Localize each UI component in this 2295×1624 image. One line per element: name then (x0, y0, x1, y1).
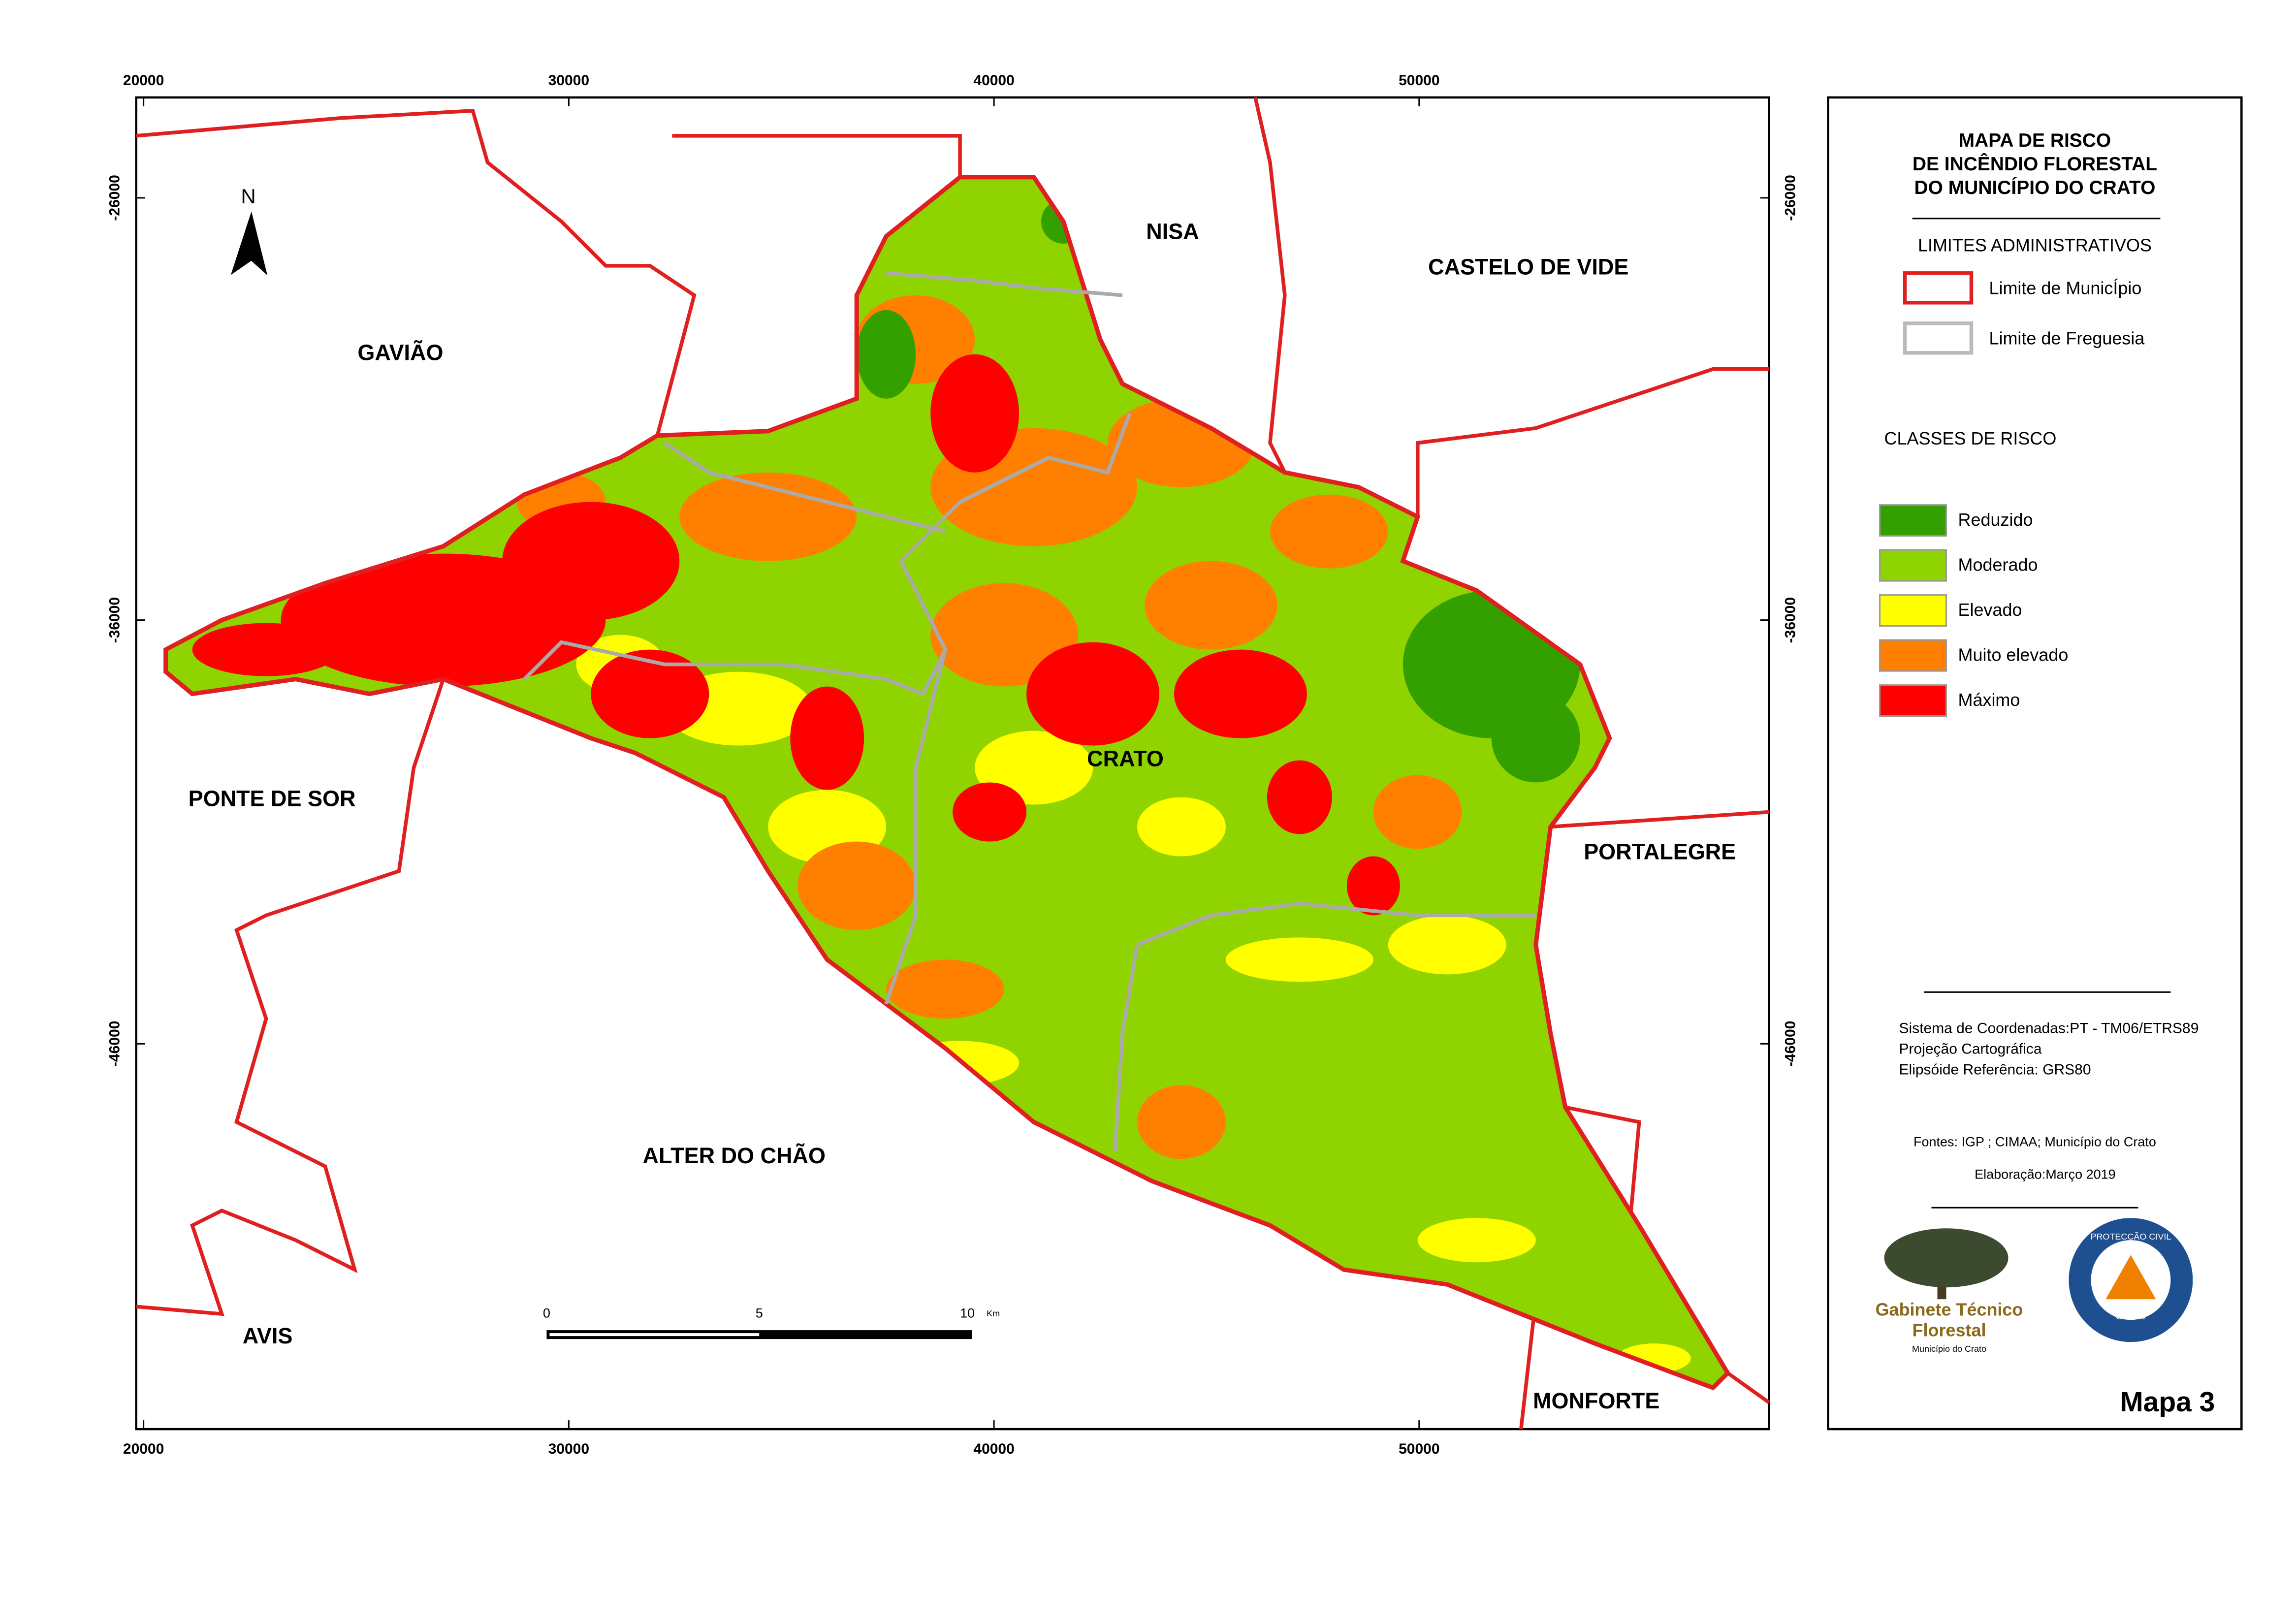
y-coord-label: -46000 (107, 1021, 123, 1067)
municipality-boundary (163, 175, 1731, 1391)
risk-patch (857, 310, 916, 399)
place-name: MONFORTE (1533, 1388, 1659, 1413)
risk-patch (1491, 694, 1580, 783)
y-coord-label: -26000 (1783, 175, 1799, 221)
logo-text: CRATO (2116, 1311, 2146, 1321)
legend-label: Limite de MunicÍpio (1989, 278, 2141, 298)
place-name: GAVIÃO (357, 340, 443, 365)
legend-label: Máximo (1958, 690, 2020, 710)
risk-patch (1174, 649, 1307, 738)
x-coord-label: 40000 (973, 1441, 1014, 1457)
map-title: DE INCÊNDIO FLORESTAL (1912, 153, 2157, 175)
risk-patch (1225, 937, 1373, 982)
legend-heading: CLASSES DE RISCO (1884, 428, 2057, 448)
y-coord-label: -46000 (1783, 1021, 1799, 1067)
risk-patch (886, 959, 1005, 1019)
map-title: DO MUNICÍPIO DO CRATO (1914, 177, 2155, 198)
risk-patch (1270, 494, 1388, 569)
x-coord-label: 30000 (548, 72, 589, 89)
place-name: PORTALEGRE (1584, 839, 1736, 864)
north-arrow (230, 211, 268, 276)
risk-patch (797, 841, 916, 930)
place-name: NISA (1146, 219, 1199, 244)
place-name: AVIS (243, 1323, 293, 1348)
x-coord-label: 20000 (123, 72, 164, 89)
note: Projeção Cartográfica (1899, 1041, 2042, 1057)
place-name: CASTELO DE VIDE (1428, 255, 1628, 280)
parish-boundaries (523, 271, 1536, 1152)
parish-swatch (1903, 321, 1974, 355)
y-coord-label: -36000 (1783, 597, 1799, 643)
map-title: MAPA DE RISCO (1959, 130, 2111, 151)
note: Elipsóide Referência: GRS80 (1899, 1061, 2091, 1078)
risk-swatch (1879, 594, 1947, 627)
note: Elaboração:Março 2019 (1975, 1167, 2116, 1181)
risk-swatch (1879, 684, 1947, 717)
map-number: Mapa 3 (2120, 1386, 2215, 1418)
x-coord-label: 20000 (123, 1441, 164, 1457)
north-label: N (241, 185, 255, 208)
gtf-logo (1884, 1228, 2008, 1300)
risk-patch (953, 782, 1027, 842)
y-coord-label: -36000 (107, 597, 123, 643)
risk-patch (1137, 1085, 1226, 1159)
x-coord-label: 30000 (548, 1441, 589, 1457)
logo-text: Gabinete Técnico (1876, 1300, 2023, 1320)
risk-patch (591, 649, 709, 738)
note: Fontes: IGP ; CIMAA; Município do Crato (1913, 1134, 2156, 1149)
legend-label: Elevado (1958, 600, 2022, 620)
x-coord-label: 40000 (973, 72, 1014, 89)
risk-patch (1267, 760, 1332, 834)
y-coord-label: -26000 (107, 175, 123, 221)
pc-logo (2069, 1218, 2193, 1342)
x-coord-label: 50000 (1399, 72, 1439, 89)
risk-patch (1346, 856, 1400, 916)
scale-unit: Km (987, 1308, 1000, 1318)
risk-patch (1388, 915, 1506, 975)
risk-patch (1417, 1218, 1536, 1263)
risk-patch (679, 472, 857, 561)
place-name: ALTER DO CHÃO (643, 1143, 826, 1168)
risk-patch (1145, 561, 1277, 650)
risk-patch (930, 354, 1020, 473)
logo-text: Município do Crato (1912, 1344, 1986, 1354)
risk-patch (930, 583, 1079, 687)
scale-label: 10 (960, 1306, 975, 1320)
risk-patch (790, 686, 864, 790)
risk-swatch (1879, 639, 1947, 672)
note: Sistema de Coordenadas:PT - TM06/ETRS89 (1899, 1020, 2199, 1036)
logo-text: PROTECÇÃO CIVIL (2090, 1231, 2171, 1242)
risk-patch (192, 623, 340, 676)
risk-patch (502, 502, 680, 620)
legend-label: Limite de Freguesia (1989, 328, 2144, 348)
x-coord-label: 50000 (1399, 1441, 1439, 1457)
place-name: PONTE DE SOR (189, 786, 356, 811)
risk-patch (1373, 775, 1462, 849)
risk-patch (1137, 797, 1226, 857)
legend-label: Reduzido (1958, 509, 2033, 530)
risk-swatch (1879, 549, 1947, 582)
legend-label: Muito elevado (1958, 645, 2069, 665)
scale-label: 5 (756, 1306, 763, 1320)
risk-patch (1026, 642, 1159, 746)
scale-label: 0 (543, 1306, 550, 1320)
risk-swatch (1879, 504, 1947, 537)
place-name: CRATO (1087, 746, 1164, 771)
municipality-swatch (1903, 271, 1974, 305)
legend-heading: LIMITES ADMINISTRATIVOS (1918, 235, 2152, 255)
logo-text: Florestal (1912, 1320, 1986, 1340)
neighbour-boundaries (136, 97, 1770, 1430)
legend-label: Moderado (1958, 555, 2038, 575)
